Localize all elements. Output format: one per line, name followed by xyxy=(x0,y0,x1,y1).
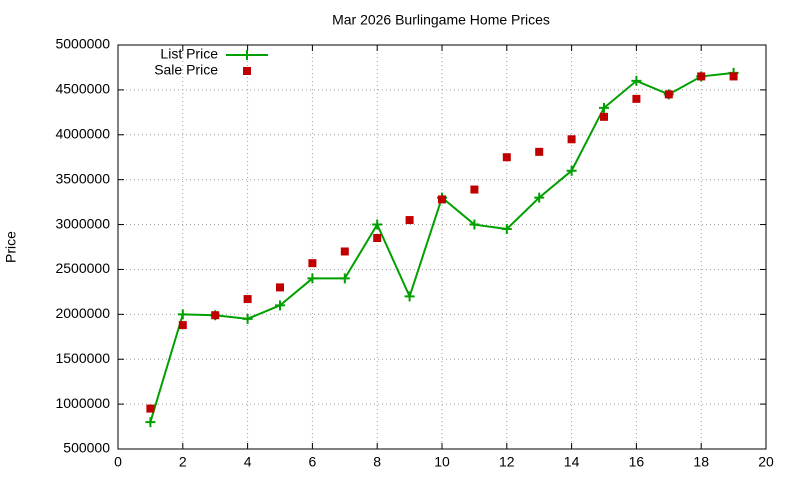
data-point xyxy=(243,295,252,304)
data-point xyxy=(697,72,706,81)
data-point xyxy=(373,234,382,243)
data-point xyxy=(372,219,383,230)
data-point xyxy=(664,90,673,99)
data-point xyxy=(242,313,253,324)
data-point xyxy=(145,417,156,428)
data-point xyxy=(566,165,577,176)
legend-marker xyxy=(243,67,251,75)
data-point xyxy=(567,135,576,144)
data-point xyxy=(307,273,318,284)
data-point xyxy=(177,309,188,320)
data-point xyxy=(339,273,350,284)
data-point xyxy=(405,216,414,225)
data-point xyxy=(502,153,511,162)
data-point xyxy=(600,112,608,121)
y-tick-label: 3000000 xyxy=(55,215,110,231)
data-point xyxy=(276,283,284,292)
x-tick-label: 6 xyxy=(309,454,317,470)
y-tick-label: 1000000 xyxy=(55,395,110,411)
plot-border xyxy=(117,44,767,450)
data-point xyxy=(631,75,642,86)
y-tick-label: 500000 xyxy=(63,440,110,456)
x-tick-label: 8 xyxy=(373,454,381,470)
legend-label: Sale Price xyxy=(154,62,218,78)
x-tick-label: 16 xyxy=(629,454,645,470)
data-point xyxy=(275,300,285,311)
legend-label: List Price xyxy=(160,46,218,62)
data-point xyxy=(178,321,187,330)
data-point xyxy=(534,192,545,203)
data-point xyxy=(729,72,738,81)
x-tick-label: 2 xyxy=(179,454,187,470)
y-tick-label: 1500000 xyxy=(55,350,110,366)
y-tick-label: 2500000 xyxy=(55,260,110,276)
x-tick-label: 12 xyxy=(499,454,515,470)
data-point xyxy=(501,224,512,235)
data-point xyxy=(599,102,609,113)
x-tick-label: 10 xyxy=(434,454,450,470)
x-tick-label: 4 xyxy=(244,454,252,470)
data-point xyxy=(404,291,415,302)
data-point xyxy=(632,94,641,103)
data-point xyxy=(535,147,544,156)
data-point xyxy=(340,247,349,256)
data-point xyxy=(308,259,317,268)
y-tick-label: 3500000 xyxy=(55,170,110,186)
data-point xyxy=(469,219,480,230)
x-tick-label: 0 xyxy=(114,454,122,470)
x-tick-label: 18 xyxy=(693,454,709,470)
data-point xyxy=(146,404,155,413)
data-point xyxy=(438,195,446,204)
y-tick-label: 5000000 xyxy=(55,36,110,52)
y-tick-label: 4500000 xyxy=(55,81,110,97)
y-tick-label: 4000000 xyxy=(55,125,110,141)
data-point xyxy=(470,185,479,194)
x-tick-label: 14 xyxy=(564,454,580,470)
y-tick-label: 2000000 xyxy=(55,305,110,321)
x-tick-label: 20 xyxy=(758,454,774,470)
data-point xyxy=(211,311,220,320)
y-axis-label: Price xyxy=(3,231,19,263)
legend-marker xyxy=(242,50,252,60)
chart-title: Mar 2026 Burlingame Home Prices xyxy=(332,12,550,28)
